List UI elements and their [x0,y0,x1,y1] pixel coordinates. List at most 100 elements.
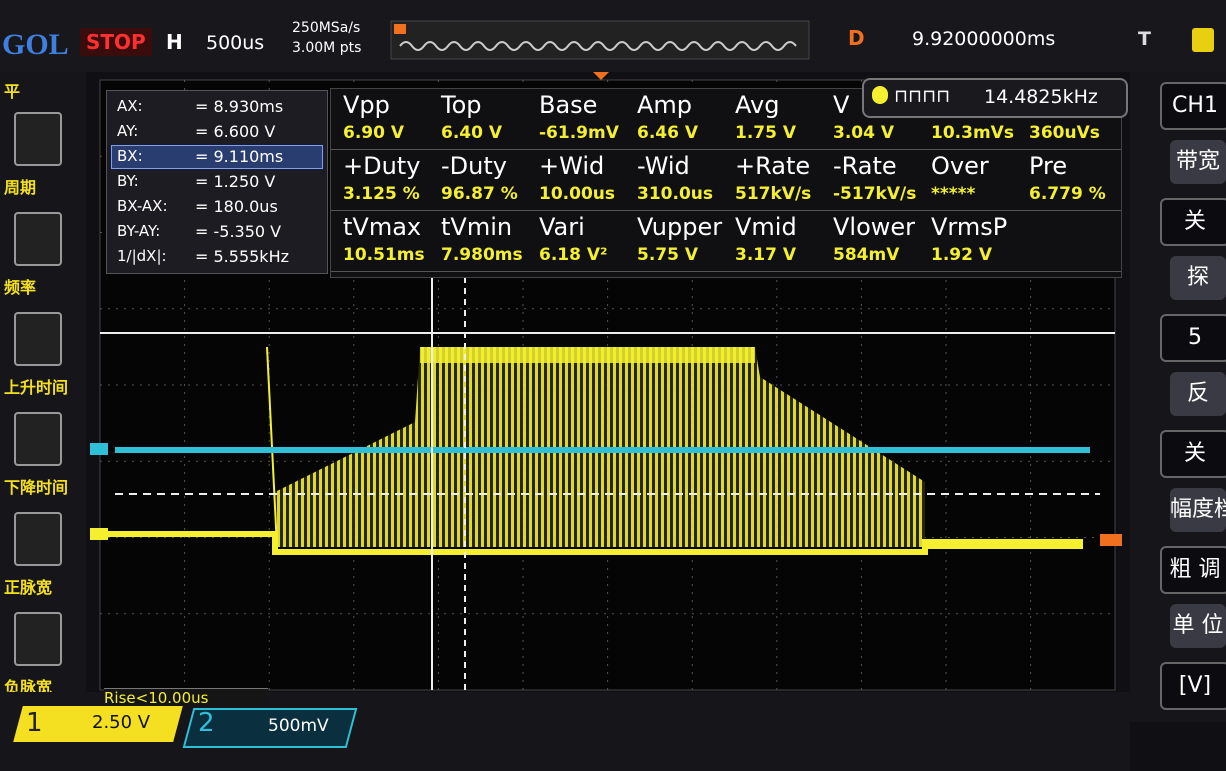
menu-label[interactable]: 下降时间 [4,478,69,497]
cursor-name: BY: [117,172,139,190]
trigger-label: T [1138,28,1151,50]
menu-icon[interactable] [14,612,62,666]
measure-name: V [833,91,850,119]
trigger-position-marker [593,72,609,80]
delay-label: D [848,26,865,50]
measure-name: Vari [539,213,585,241]
measure-name: Avg [735,91,780,119]
frequency-box: ⊓⊓⊓⊓ 14.4825kHz [862,78,1128,118]
ch1-scale: 2.50 V [72,712,155,733]
measure-value: 6.18 V² [539,245,608,265]
trigger-info: Rise<10.00us [104,688,269,707]
measure-value: -517kV/s [833,184,917,204]
measure-value: 5.75 V [637,245,699,265]
menu-header: 探 [1170,256,1226,300]
menu-label[interactable]: 平 [4,82,21,101]
measure-value: 6.40 V [441,123,503,143]
cursor-name: BX-AX: [117,197,168,215]
measure-name: +Wid [539,152,605,180]
frequency-icon [872,86,888,104]
overview-marker [394,24,406,34]
trigger-icon [1192,28,1214,52]
ch1-baseline [100,531,1083,555]
measure-name: Vupper [637,213,723,241]
cursor-name: AX: [117,97,143,115]
measure-value: 3.125 % [343,184,420,204]
measure-value: 6.90 V [343,123,405,143]
menu-button[interactable]: [V] [1160,662,1226,710]
measure-name: -Rate [833,152,897,180]
menu-header: 带宽 [1170,140,1226,184]
menu-label[interactable]: 上升时间 [4,378,69,397]
timebase-label: H [166,30,183,54]
cursor-name: BY-AY: [117,222,161,240]
brand: GOL [2,28,69,61]
measure-value: 517kV/s [735,184,812,204]
measure-name: Amp [637,91,693,119]
cursor-value: = 9.110ms [195,147,284,166]
measure-value: 10.3mVs [931,123,1014,143]
ch1-label: 1 [26,708,43,738]
measure-value: 310.0us [637,184,713,204]
ch2-scale: 500mV [268,716,329,736]
frequency-wave: ⊓⊓⊓⊓ [894,86,951,107]
ch1-top [420,347,755,363]
menu-label[interactable]: 正脉宽 [4,578,53,597]
menu-header: 反 [1170,372,1226,416]
cursor-value: = -5.350 V [195,222,282,241]
measure-value: ***** [931,184,976,204]
trigger-level-marker [1100,534,1122,546]
cursor-value: = 1.250 V [195,172,276,191]
cursor-value: = 6.600 V [195,122,276,141]
delay[interactable]: 9.92000000ms [912,28,1056,50]
memory-overview [390,20,810,60]
menu-icon[interactable] [14,212,62,266]
cursor-value: = 8.930ms [195,97,284,116]
measure-name: -Wid [637,152,690,180]
measure-name: Vpp [343,91,390,119]
run-status[interactable]: STOP [80,28,152,56]
measure-name: VrmsP [931,213,1008,241]
menu-icon[interactable] [14,412,62,466]
menu-header: 单 位 [1170,604,1226,648]
measure-value: 10.51ms [343,245,425,265]
measure-name: tVmin [441,213,513,241]
measure-value: 3.17 V [735,245,797,265]
menu-icon[interactable] [14,512,62,566]
ch2-label: 2 [198,708,215,738]
menu-button[interactable]: 5 [1160,314,1226,362]
measure-name: Vlower [833,213,916,241]
measure-name: +Duty [343,152,421,180]
measure-name: tVmax [343,213,422,241]
menu-button[interactable]: 关 [1160,198,1226,246]
cursor-name: AY: [117,122,139,140]
measure-value: 3.04 V [833,123,895,143]
measure-value: 96.87 % [441,184,518,204]
row-divider [331,271,1121,272]
cursor-name: 1/|dX|: [117,247,167,265]
menu-button[interactable]: CH1 [1160,82,1226,130]
measure-name: -Duty [441,152,507,180]
sample-rate: 250MSa/s [292,20,361,36]
cursor-name: BX: [117,147,143,165]
measure-value: 584mV [833,245,900,265]
menu-icon[interactable] [14,312,62,366]
row-divider [331,149,1121,150]
menu-label[interactable]: 周期 [4,178,37,197]
menu-icon[interactable] [14,112,62,166]
cursor-highlight [111,145,323,169]
measure-name: +Rate [735,152,811,180]
measure-value: 10.00us [539,184,615,204]
menu-button[interactable]: 粗 调 [1160,546,1226,594]
memory-depth: 3.00M pts [292,40,362,56]
right-menu: CH1 带宽关探 5 反关幅度档粗 调单 位 [V] [1130,72,1226,722]
measure-value: 1.92 V [931,245,993,265]
measurement-panel: Vpp Top Base Amp Avg V 6.90 V 6.40 V -61.9mV 6.46… [330,88,1122,278]
measure-value: 360uVs [1029,123,1100,143]
timebase[interactable]: 500us [206,32,265,54]
cursor-value: = 180.0us [195,197,278,216]
menu-button[interactable]: 关 [1160,430,1226,478]
menu-label[interactable]: 频率 [4,278,37,297]
